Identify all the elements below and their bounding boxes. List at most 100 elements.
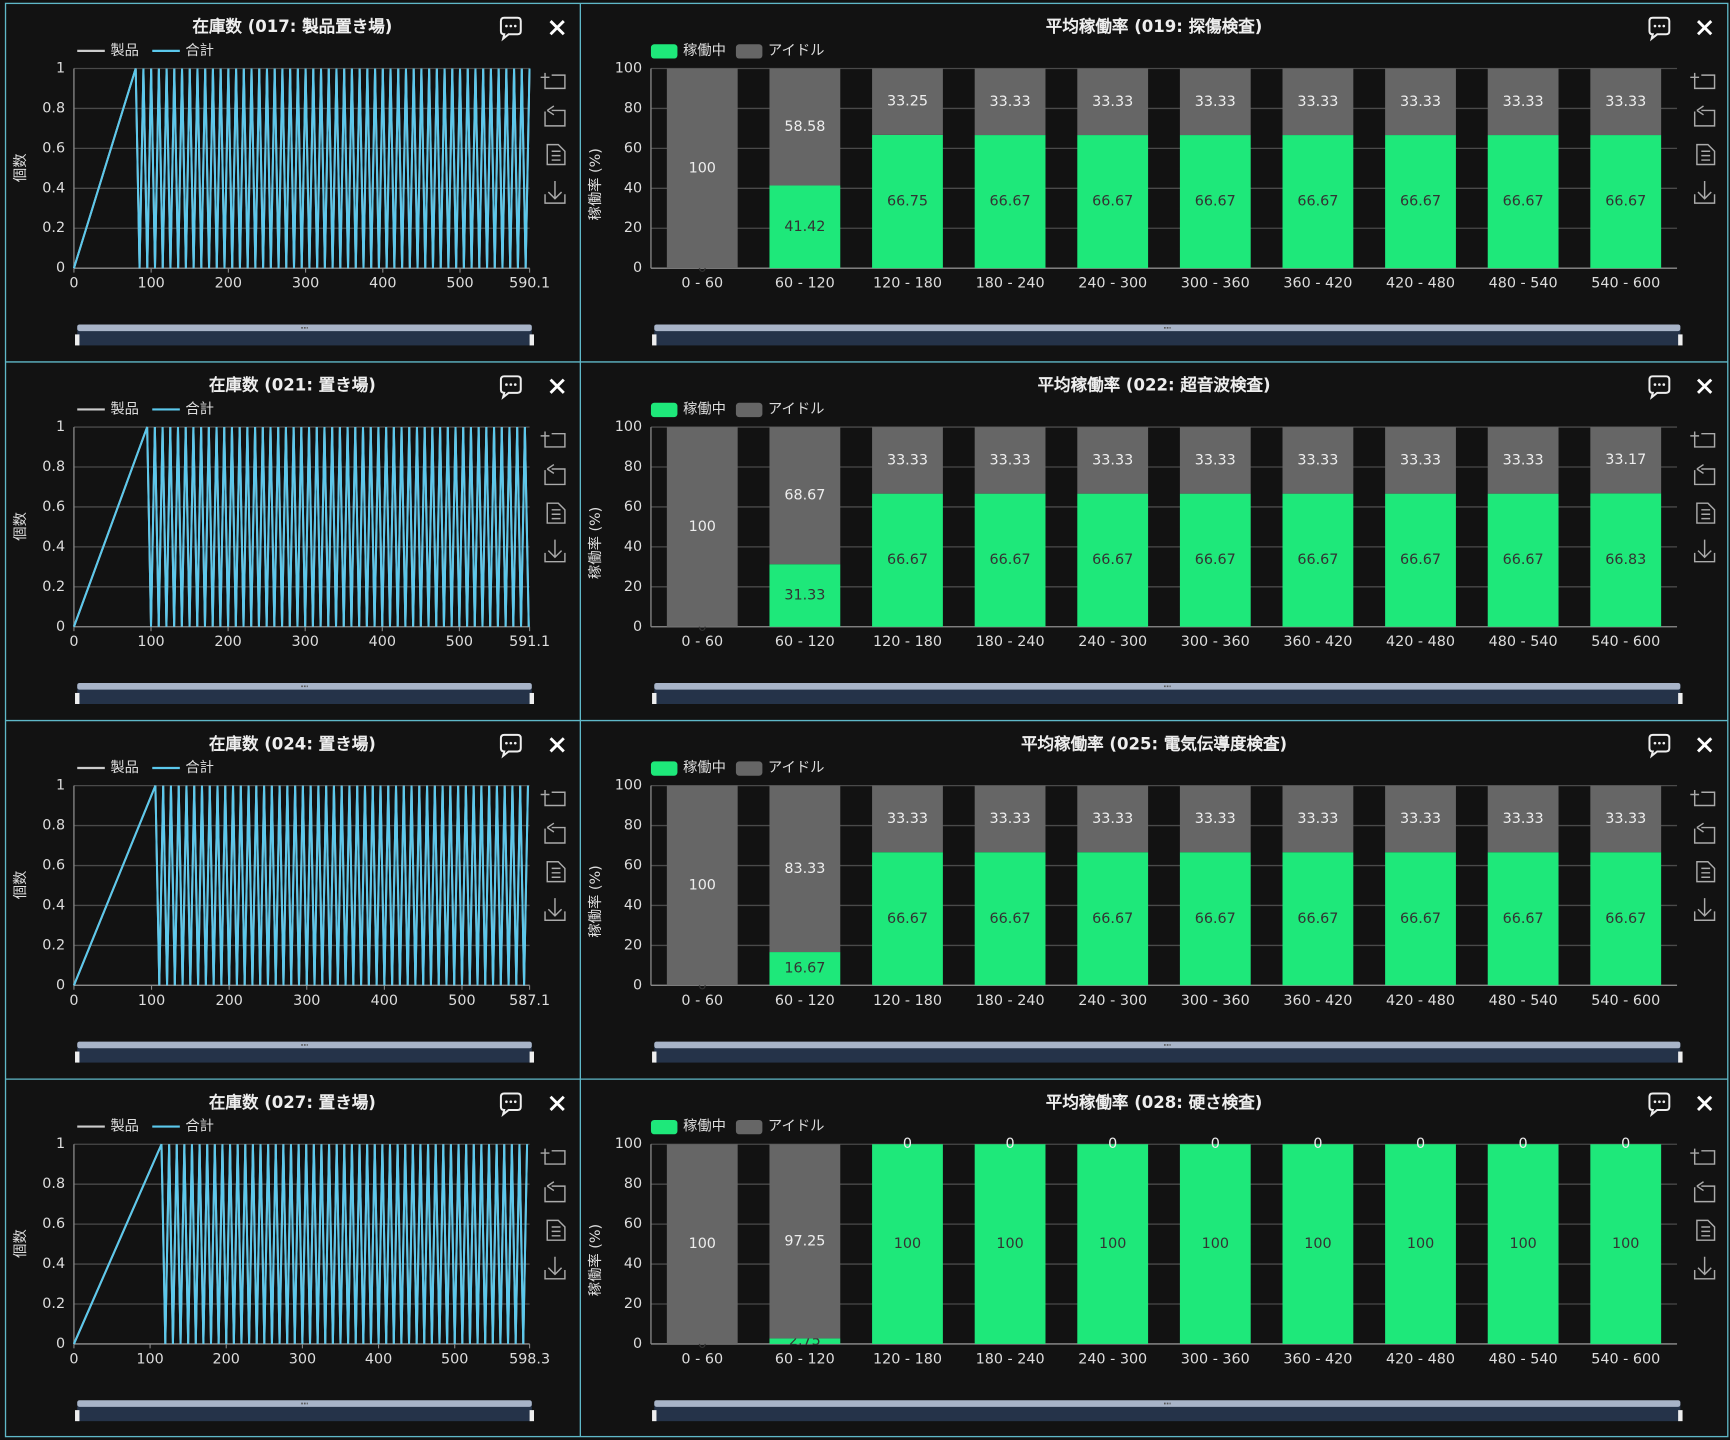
data-zoom-slider[interactable] (652, 324, 1683, 346)
bar-value-label: 66.67 (1503, 194, 1544, 210)
data-view-icon[interactable] (1696, 143, 1716, 166)
comment-button[interactable] (1648, 733, 1671, 759)
data-zoom-slider[interactable] (652, 1400, 1683, 1422)
zoom-icon[interactable] (1690, 1148, 1716, 1165)
comment-icon (1648, 375, 1671, 400)
bar-segment (1487, 852, 1559, 986)
bar-segment (1077, 1144, 1149, 1344)
zoom-icon[interactable] (1690, 790, 1716, 807)
bar-value-label: 0 (698, 260, 707, 276)
y-tick-label: 80 (624, 100, 642, 116)
save-icon[interactable] (544, 181, 566, 204)
data-view-icon[interactable] (1696, 861, 1716, 883)
x-tick-label: 60 - 120 (775, 993, 835, 1009)
data-view-icon[interactable] (546, 861, 566, 883)
save-icon[interactable] (1693, 898, 1716, 921)
x-tick-label: 540 - 600 (1591, 276, 1660, 292)
save-icon[interactable] (544, 539, 566, 563)
y-tick-label: 0.8 (42, 459, 65, 475)
y-tick-label: 0.6 (42, 1216, 65, 1232)
line-series (73, 1143, 529, 1345)
data-view-icon[interactable] (1696, 1219, 1716, 1241)
close-button[interactable] (549, 737, 565, 753)
x-tick-label: 300 - 360 (1181, 993, 1250, 1009)
save-icon[interactable] (1693, 181, 1716, 204)
restore-icon[interactable] (544, 463, 566, 486)
save-icon[interactable] (544, 1256, 566, 1280)
data-zoom-slider[interactable] (652, 683, 1683, 705)
chart-title: 在庫数 (027: 置き場) (209, 1092, 376, 1112)
comment-button[interactable] (499, 1092, 522, 1118)
toolbox (1690, 72, 1716, 204)
restore-icon[interactable] (1693, 463, 1716, 486)
close-button[interactable] (1696, 737, 1713, 753)
data-zoom-slider[interactable] (652, 1041, 1683, 1063)
zoom-icon[interactable] (540, 72, 566, 90)
restore-icon[interactable] (1693, 105, 1716, 127)
data-view-icon[interactable] (1696, 502, 1716, 524)
comment-button[interactable] (499, 733, 522, 759)
comment-dot (1662, 24, 1666, 28)
comment-button[interactable] (1648, 1092, 1671, 1118)
restore-icon[interactable] (1693, 1181, 1716, 1203)
chart-panel: 平均稼働率 (028: 硬さ検査) 0 20 40 60 80 100 稼働率 (%) 稼働中 ア… (587, 1092, 1716, 1422)
restore-icon[interactable] (544, 822, 566, 844)
bar-value-label: 33.33 (1195, 452, 1236, 468)
x-tick-label: 300 (292, 634, 319, 650)
close-button[interactable] (1696, 378, 1713, 394)
data-view-icon[interactable] (546, 502, 566, 524)
comment-dot (1658, 24, 1661, 28)
save-icon[interactable] (544, 898, 566, 921)
legend-label: 稼働中 (683, 759, 726, 776)
restore-icon[interactable] (544, 1181, 566, 1203)
close-button[interactable] (1696, 20, 1713, 36)
bar-segment (1077, 427, 1149, 494)
zoom-icon[interactable] (540, 790, 566, 807)
slider-handle-right (529, 1051, 535, 1063)
y-tick-label: 0.6 (42, 140, 65, 156)
restore-icon[interactable] (1693, 822, 1716, 844)
bar-segment (974, 135, 1046, 269)
zoom-icon[interactable] (1690, 431, 1716, 448)
close-button[interactable] (549, 1095, 565, 1112)
bar-segment (1590, 1144, 1662, 1344)
x-tick-label: 0 (69, 1351, 78, 1367)
bar-value-label: 66.67 (1503, 911, 1544, 927)
close-button[interactable] (549, 378, 565, 394)
data-view-icon[interactable] (546, 143, 566, 166)
y-tick-label: 0.4 (42, 897, 65, 913)
y-axis-label: 個数 (12, 512, 29, 541)
bar-value-label: 0 (698, 1336, 707, 1352)
save-icon[interactable] (1693, 1256, 1716, 1280)
bar-value-label: 83.33 (784, 861, 825, 877)
close-button[interactable] (1696, 1095, 1713, 1112)
chart-panel: 平均稼働率 (025: 電気伝導度検査) 0 20 40 60 80 100 稼働率 (%) 稼… (587, 733, 1716, 1063)
comment-button[interactable] (499, 16, 522, 42)
restore-icon[interactable] (544, 105, 566, 127)
y-tick-label: 60 (624, 140, 642, 156)
data-view-icon[interactable] (546, 1219, 566, 1241)
comment-button[interactable] (499, 375, 522, 400)
data-zoom-slider[interactable] (75, 683, 535, 705)
y-axis-label: 稼働率 (%) (587, 148, 604, 220)
data-zoom-slider[interactable] (75, 1041, 535, 1063)
toolbox (540, 790, 566, 921)
close-button[interactable] (549, 20, 565, 36)
comment-icon (1648, 733, 1671, 759)
chart-title: 在庫数 (024: 置き場) (209, 733, 376, 753)
data-zoom-slider[interactable] (75, 324, 535, 346)
zoom-icon[interactable] (540, 1148, 566, 1165)
bar-value-label: 33.33 (1297, 811, 1338, 827)
zoom-icon[interactable] (540, 431, 566, 448)
data-zoom-slider[interactable] (75, 1400, 535, 1422)
comment-button[interactable] (1648, 375, 1671, 400)
comment-icon (499, 16, 522, 42)
save-icon[interactable] (1693, 539, 1716, 563)
bar-segment (666, 68, 738, 269)
zoom-icon[interactable] (1690, 72, 1716, 90)
comment-button[interactable] (1648, 16, 1671, 42)
chart-panel: 在庫数 (017: 製品置き場) 0 0.2 0.4 0.6 0.8 1 0 100 200 300… (12, 16, 566, 346)
x-tick-label: 240 - 300 (1078, 1351, 1147, 1367)
comment-dot (513, 383, 517, 386)
